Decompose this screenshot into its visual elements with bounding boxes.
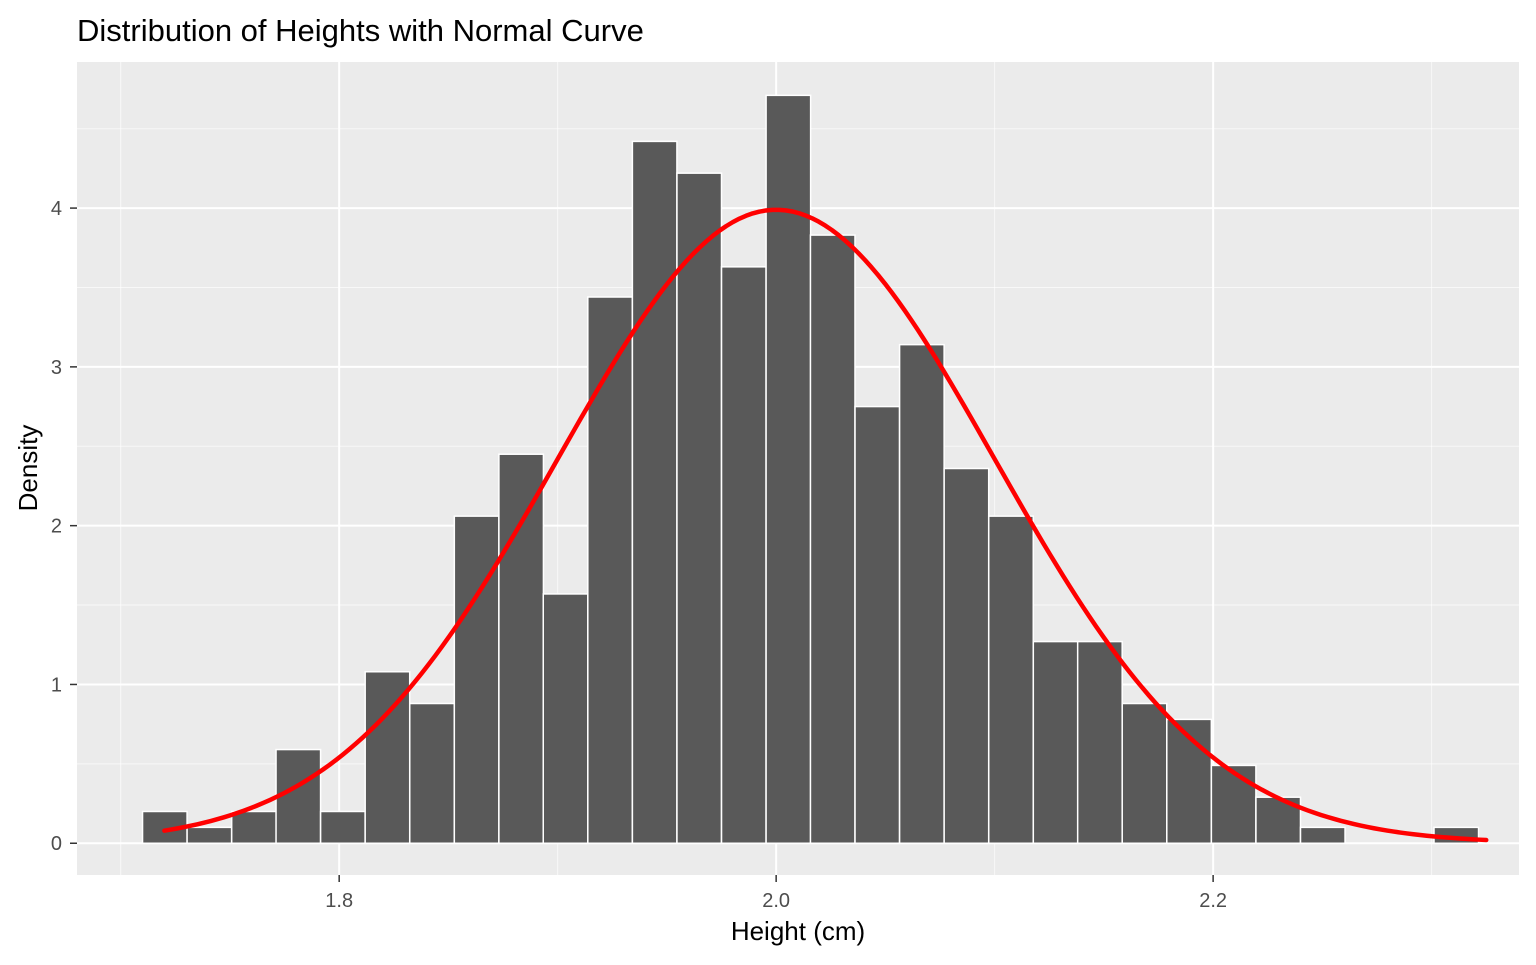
- y-axis-title: Density: [13, 425, 43, 512]
- histogram-bar: [898, 343, 945, 844]
- histogram-bar: [453, 515, 500, 844]
- histogram-bar: [230, 810, 277, 844]
- chart-title: Distribution of Heights with Normal Curv…: [77, 13, 644, 48]
- histogram-bar: [186, 826, 233, 844]
- histogram-bar: [1210, 764, 1257, 844]
- histogram-bar: [498, 453, 545, 844]
- x-axis-title: Height (cm): [731, 916, 865, 946]
- x-axis: 1.8 2.0 2.2: [325, 875, 1227, 912]
- histogram-bar: [631, 140, 678, 844]
- histogram-bar: [809, 234, 856, 844]
- histogram-bar: [1121, 702, 1168, 844]
- histogram-bar: [720, 266, 767, 844]
- y-axis: 0 1 2 3 4: [51, 198, 77, 855]
- histogram-bar: [364, 671, 411, 844]
- histogram-bar: [587, 296, 634, 844]
- histogram-bar: [319, 810, 366, 844]
- y-tick-label: 0: [51, 833, 62, 855]
- histogram-bar: [275, 748, 322, 844]
- histogram-bar: [542, 593, 589, 844]
- normal-curve-layer: [162, 207, 1489, 843]
- histogram-bar: [409, 702, 456, 844]
- x-tick-label: 1.8: [325, 890, 353, 912]
- x-tick-label: 2.0: [762, 890, 790, 912]
- x-tick-label: 2.2: [1199, 890, 1227, 912]
- normal-curve-line: [162, 207, 1489, 843]
- histogram-bar: [1076, 640, 1123, 844]
- histogram-bar: [987, 515, 1035, 844]
- y-tick-label: 1: [51, 674, 62, 696]
- histogram-bar: [676, 172, 723, 844]
- histogram-bar: [854, 405, 901, 844]
- histogram-bar: [943, 467, 990, 844]
- histogram-bar: [141, 810, 188, 844]
- y-tick-label: 4: [51, 198, 62, 220]
- histogram-bar: [1032, 640, 1079, 844]
- histogram-bar: [1299, 826, 1346, 844]
- y-tick-label: 2: [51, 516, 62, 538]
- y-tick-label: 3: [51, 357, 62, 379]
- histogram-bar: [765, 94, 812, 844]
